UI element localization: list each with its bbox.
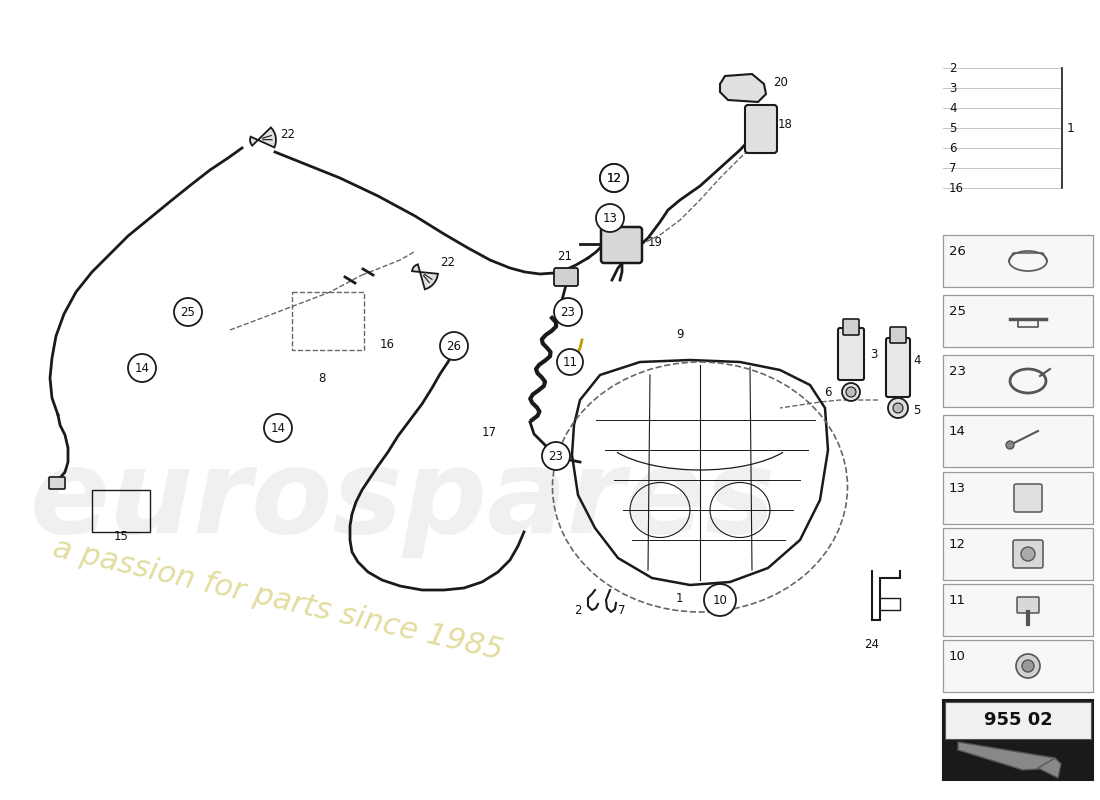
Text: 13: 13 <box>949 482 966 495</box>
Circle shape <box>704 584 736 616</box>
Circle shape <box>264 414 292 442</box>
Circle shape <box>600 164 628 192</box>
FancyBboxPatch shape <box>1013 540 1043 568</box>
FancyBboxPatch shape <box>50 477 65 489</box>
Text: 10: 10 <box>713 594 727 606</box>
FancyBboxPatch shape <box>943 584 1093 636</box>
Text: 2: 2 <box>949 62 957 75</box>
FancyBboxPatch shape <box>945 702 1091 739</box>
FancyBboxPatch shape <box>520 523 534 537</box>
Circle shape <box>888 398 907 418</box>
FancyBboxPatch shape <box>943 528 1093 580</box>
Circle shape <box>128 354 156 382</box>
Text: 5: 5 <box>949 122 956 135</box>
FancyBboxPatch shape <box>890 327 906 343</box>
FancyBboxPatch shape <box>601 227 642 263</box>
Text: 11: 11 <box>562 355 578 369</box>
Circle shape <box>893 403 903 413</box>
Text: 23: 23 <box>549 450 563 462</box>
Circle shape <box>1022 660 1034 672</box>
FancyBboxPatch shape <box>843 319 859 335</box>
Text: 26: 26 <box>949 245 966 258</box>
Circle shape <box>174 298 202 326</box>
Polygon shape <box>958 742 1055 770</box>
FancyBboxPatch shape <box>745 105 777 153</box>
Circle shape <box>596 204 624 232</box>
FancyBboxPatch shape <box>943 295 1093 347</box>
Text: 25: 25 <box>949 305 966 318</box>
Text: a passion for parts since 1985: a passion for parts since 1985 <box>50 534 506 666</box>
Text: 7: 7 <box>618 603 626 617</box>
FancyBboxPatch shape <box>943 700 1093 780</box>
FancyBboxPatch shape <box>943 472 1093 524</box>
FancyBboxPatch shape <box>886 338 910 397</box>
FancyBboxPatch shape <box>1018 597 1040 613</box>
Text: 22: 22 <box>280 129 295 142</box>
Circle shape <box>846 387 856 397</box>
Text: 4: 4 <box>913 354 921 366</box>
Circle shape <box>440 332 467 360</box>
Text: 26: 26 <box>447 339 462 353</box>
Text: 17: 17 <box>482 426 497 438</box>
Text: 8: 8 <box>318 372 326 385</box>
Text: 955 02: 955 02 <box>983 711 1053 729</box>
Text: 11: 11 <box>949 594 966 607</box>
Text: 1: 1 <box>1067 122 1075 134</box>
Polygon shape <box>250 127 276 147</box>
Circle shape <box>1021 547 1035 561</box>
Circle shape <box>1006 441 1014 449</box>
Text: 19: 19 <box>648 235 663 249</box>
Text: 22: 22 <box>440 255 455 269</box>
Circle shape <box>554 298 582 326</box>
Text: 14: 14 <box>271 422 286 434</box>
Circle shape <box>542 442 570 470</box>
Text: 13: 13 <box>603 211 617 225</box>
Text: 18: 18 <box>778 118 793 131</box>
Text: 3: 3 <box>870 349 878 362</box>
Circle shape <box>600 164 628 192</box>
Polygon shape <box>412 264 438 290</box>
FancyBboxPatch shape <box>943 355 1093 407</box>
Text: 5: 5 <box>913 403 921 417</box>
FancyBboxPatch shape <box>943 235 1093 287</box>
Circle shape <box>557 349 583 375</box>
Text: 6: 6 <box>825 386 832 399</box>
Text: 21: 21 <box>557 250 572 263</box>
Text: 6: 6 <box>949 142 957 155</box>
Text: 16: 16 <box>949 182 964 195</box>
FancyBboxPatch shape <box>1014 484 1042 512</box>
Text: 3: 3 <box>949 82 956 95</box>
Circle shape <box>1016 654 1040 678</box>
FancyBboxPatch shape <box>554 268 578 286</box>
FancyBboxPatch shape <box>838 328 864 380</box>
Text: 14: 14 <box>949 425 966 438</box>
Text: 23: 23 <box>561 306 575 318</box>
FancyBboxPatch shape <box>943 415 1093 467</box>
Text: 25: 25 <box>180 306 196 318</box>
Text: 12: 12 <box>606 171 621 185</box>
Text: 4: 4 <box>949 102 957 115</box>
FancyBboxPatch shape <box>943 640 1093 692</box>
Text: 20: 20 <box>773 75 788 89</box>
Text: 2: 2 <box>574 603 582 617</box>
Text: 15: 15 <box>113 530 129 543</box>
Text: 14: 14 <box>134 362 150 374</box>
Text: 1: 1 <box>675 592 683 605</box>
Text: 7: 7 <box>949 162 957 175</box>
Text: 16: 16 <box>379 338 395 351</box>
Polygon shape <box>720 74 766 102</box>
Polygon shape <box>1038 758 1061 778</box>
Text: eurospares: eurospares <box>30 442 777 558</box>
Text: 10: 10 <box>949 650 966 663</box>
Text: 24: 24 <box>865 638 880 651</box>
Circle shape <box>842 383 860 401</box>
Text: 9: 9 <box>676 329 683 342</box>
Text: 12: 12 <box>606 171 621 185</box>
Text: 12: 12 <box>949 538 966 551</box>
Text: 23: 23 <box>949 365 966 378</box>
